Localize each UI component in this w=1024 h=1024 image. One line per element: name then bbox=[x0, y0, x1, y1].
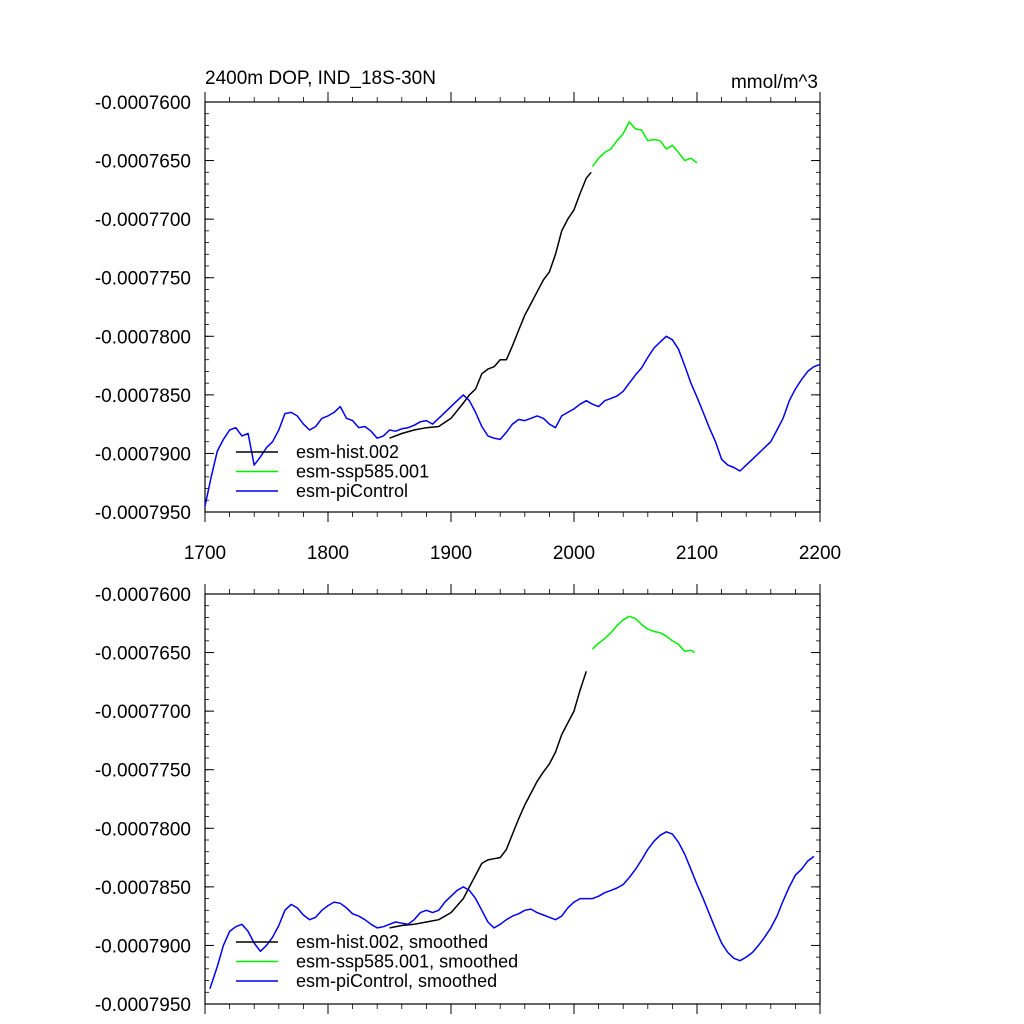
units-label: mmol/m^3 bbox=[731, 72, 818, 93]
top-panel: -0.0007600 -0.0007650 -0.0007700 -0.0007750… bbox=[95, 68, 841, 564]
y-tick-label: -0.0007600 bbox=[95, 585, 191, 606]
plot-frame bbox=[204, 593, 821, 1005]
series-line-esm-picontrol-smoothed bbox=[209, 831, 815, 990]
y-tick-label: -0.0007750 bbox=[95, 269, 191, 290]
x-tick-label: 2000 bbox=[553, 543, 595, 564]
y-tick-label: -0.0007900 bbox=[95, 936, 191, 957]
series-line-esm-ssp585-001 bbox=[591, 121, 698, 167]
x-tick-label: 1800 bbox=[307, 543, 349, 564]
series-line-esm-hist-002-smoothed bbox=[389, 671, 588, 929]
x-tick-label: 2200 bbox=[799, 543, 841, 564]
y-tick-label: -0.0007800 bbox=[95, 819, 191, 840]
y-tick-label: -0.0007900 bbox=[95, 444, 191, 465]
legend-label: esm-hist.002, smoothed bbox=[296, 932, 488, 952]
x-tick-label: 1700 bbox=[184, 543, 226, 564]
y-tick-label: -0.0007850 bbox=[95, 878, 191, 899]
legend-label: esm-piControl bbox=[296, 481, 408, 501]
y-tick-label: -0.0007800 bbox=[95, 327, 191, 348]
plot-frame bbox=[204, 101, 821, 513]
y-tick-label: -0.0007700 bbox=[95, 702, 191, 723]
y-tick-label: -0.0007650 bbox=[95, 152, 191, 173]
bottom-panel: -0.0007600 -0.0007650 -0.0007700 -0.0007750… bbox=[95, 584, 821, 1016]
y-tick-label: -0.0007950 bbox=[95, 995, 191, 1016]
y-tick-label: -0.0007850 bbox=[95, 386, 191, 407]
legend-label: esm-ssp585.001, smoothed bbox=[296, 952, 518, 972]
y-tick-label: -0.0007750 bbox=[95, 761, 191, 782]
x-tick-label: 2100 bbox=[676, 543, 718, 564]
y-tick-label: -0.0007700 bbox=[95, 210, 191, 231]
y-tick-label: -0.0007950 bbox=[95, 503, 191, 524]
legend-label: esm-hist.002 bbox=[296, 442, 399, 462]
legend-label: esm-ssp585.001 bbox=[296, 462, 429, 482]
x-tick-label: 1900 bbox=[430, 543, 472, 564]
series-line-esm-ssp585-001-smoothed bbox=[591, 615, 695, 654]
y-tick-label: -0.0007600 bbox=[95, 93, 191, 114]
legend-label: esm-piControl, smoothed bbox=[296, 971, 497, 991]
chart-title: 2400m DOP, IND_18S-30N bbox=[205, 68, 436, 89]
y-tick-label: -0.0007650 bbox=[95, 644, 191, 665]
series-line-esm-hist-002 bbox=[389, 171, 592, 439]
series-line-esm-picontrol bbox=[204, 335, 821, 507]
